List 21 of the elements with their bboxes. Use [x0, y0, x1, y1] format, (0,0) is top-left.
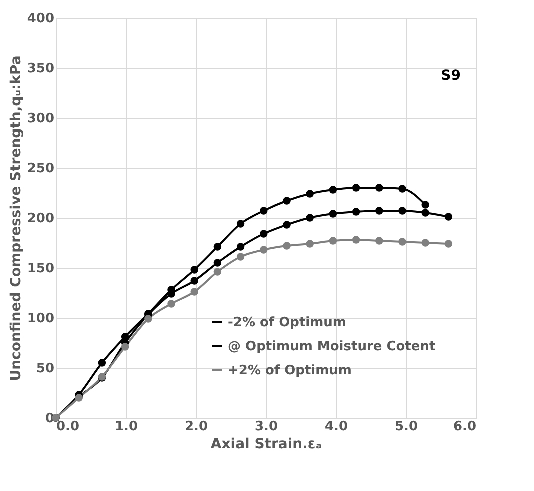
x-tick-label: 6.0	[453, 420, 476, 434]
y-tick-label: 250	[27, 162, 54, 176]
x-axis-title: Axial Strain.εₐ	[210, 436, 322, 452]
legend-label: @ Optimum Moisture Cotent	[228, 340, 436, 354]
y-tick-label: 100	[27, 312, 54, 326]
annotation: S9	[441, 68, 461, 84]
x-tick-label: 5.0	[394, 420, 418, 434]
y-tick-label: 300	[27, 112, 54, 126]
y-tick-label: 50	[36, 362, 54, 376]
y-tick-label: 350	[27, 62, 54, 76]
x-tick-label: 0.0	[56, 420, 80, 434]
legend-label: +2% of Optimum	[228, 364, 352, 378]
y-tick-label: 150	[27, 262, 54, 276]
legend-label: -2% of Optimum	[228, 316, 346, 330]
x-tick-label: 1.0	[114, 420, 138, 434]
y-tick-label: 200	[27, 212, 54, 226]
x-tick-label: 2.0	[184, 420, 208, 434]
y-axis-title: Unconfined Compressive Strength,qᵤ:kPa	[8, 56, 24, 382]
x-tick-label: 4.0	[324, 420, 348, 434]
x-tick-label: 3.0	[254, 420, 278, 434]
y-tick-label: 400	[27, 12, 54, 26]
